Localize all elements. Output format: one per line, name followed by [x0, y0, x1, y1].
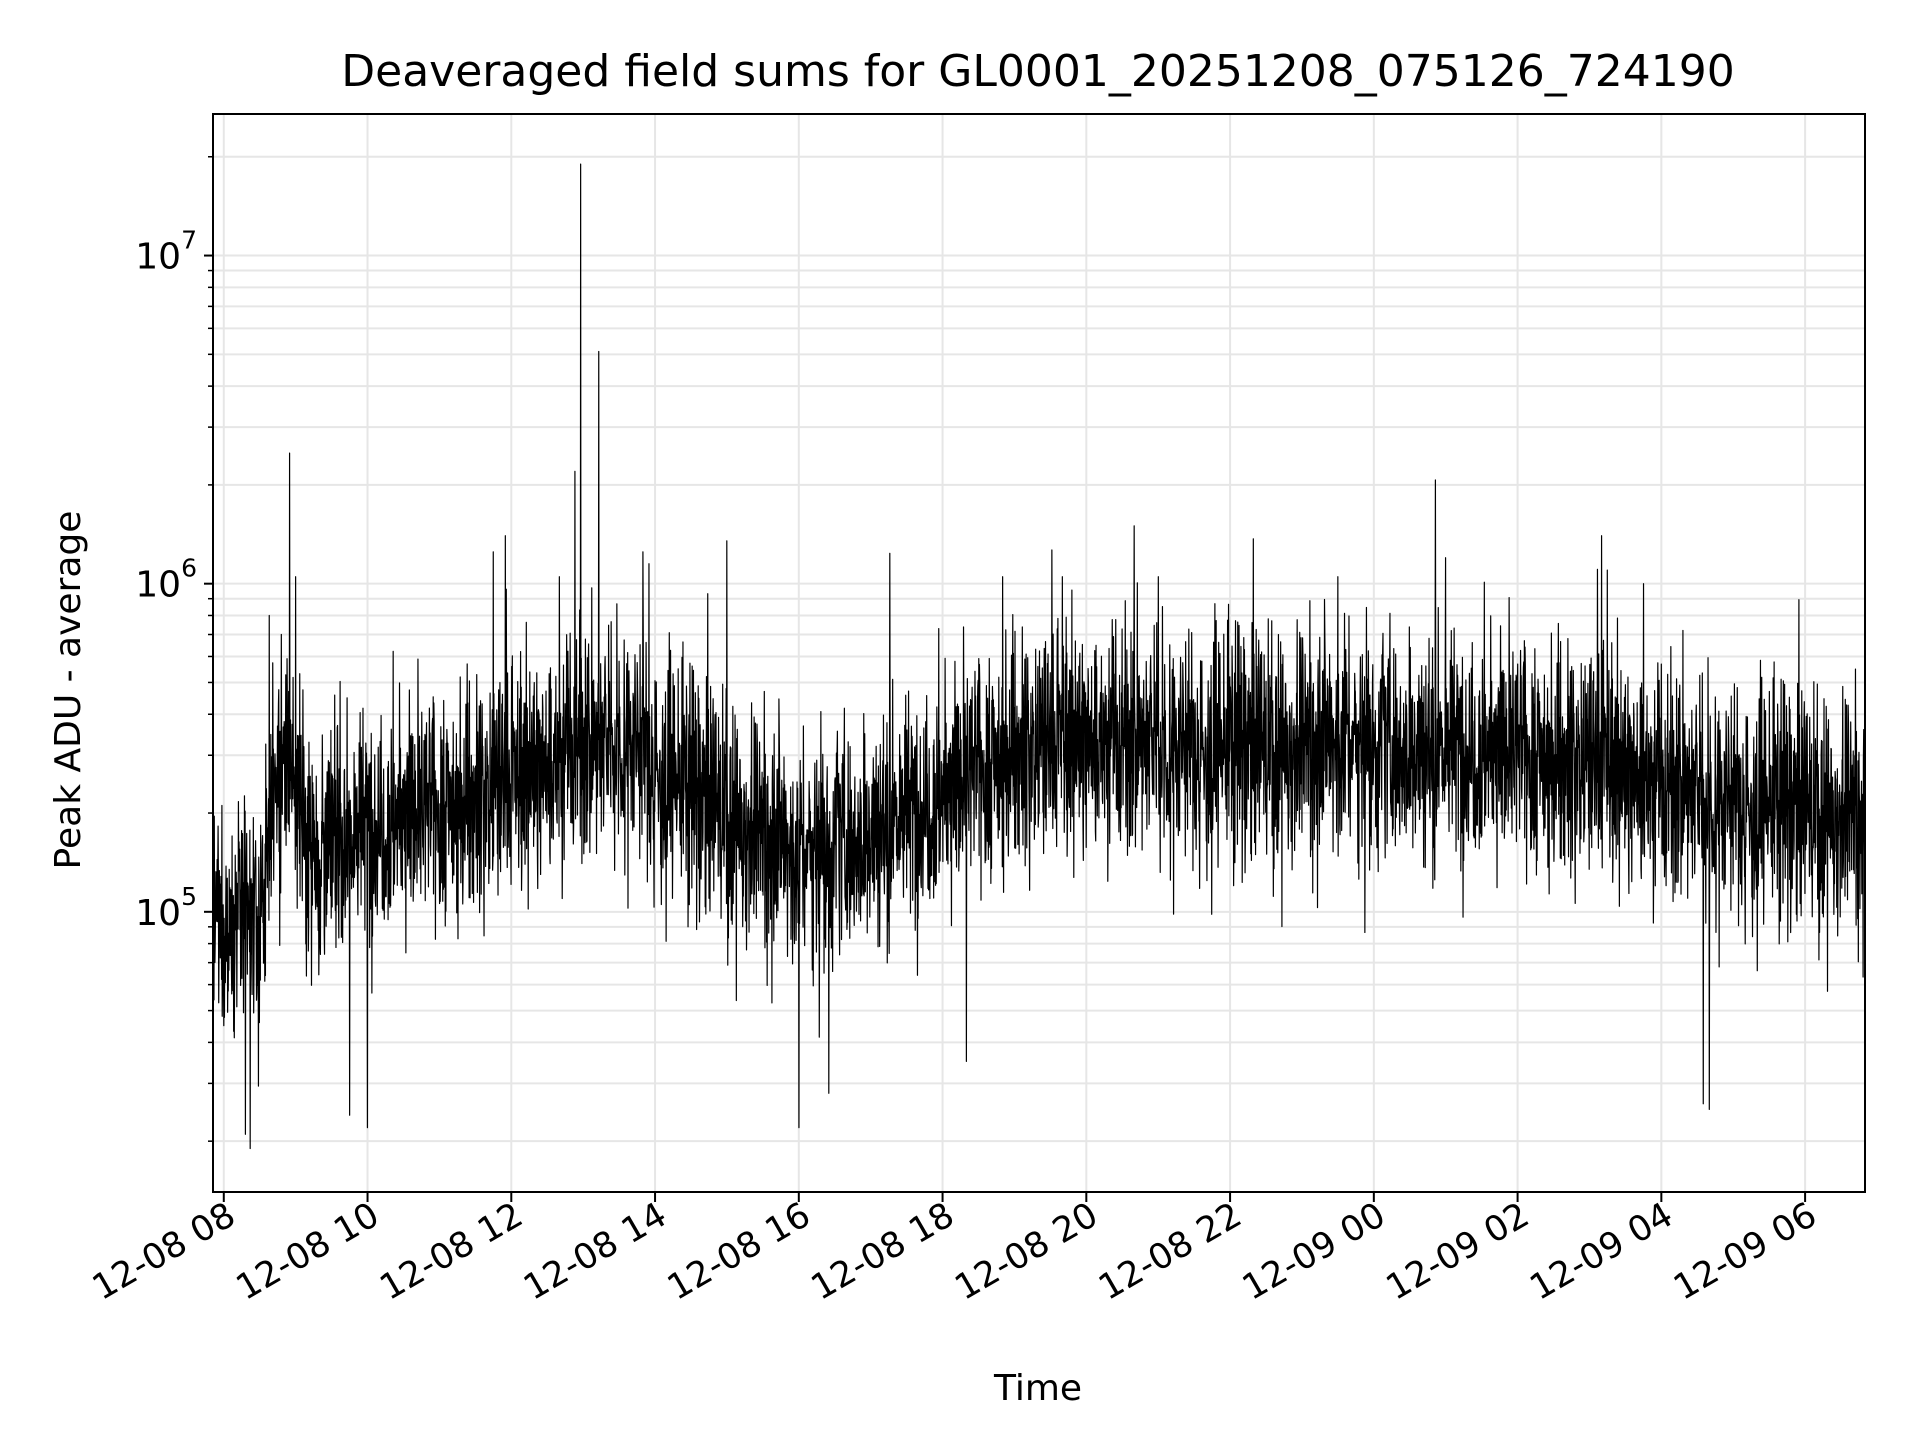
y-axis-label: Peak ADU - average — [48, 511, 89, 870]
y-tick-label: 107 — [135, 226, 197, 278]
y-tick-label: 105 — [135, 882, 197, 934]
y-tick-label: 106 — [135, 554, 197, 606]
plot-frame — [212, 113, 1866, 1193]
y-axis: 105 106 107 — [135, 156, 213, 1142]
x-axis-label: Time — [993, 1368, 1082, 1409]
chart-title: Deaveraged field sums for GL0001_2025120… — [341, 46, 1734, 97]
series-line-group — [212, 163, 1866, 1150]
series-line — [212, 163, 1866, 1150]
